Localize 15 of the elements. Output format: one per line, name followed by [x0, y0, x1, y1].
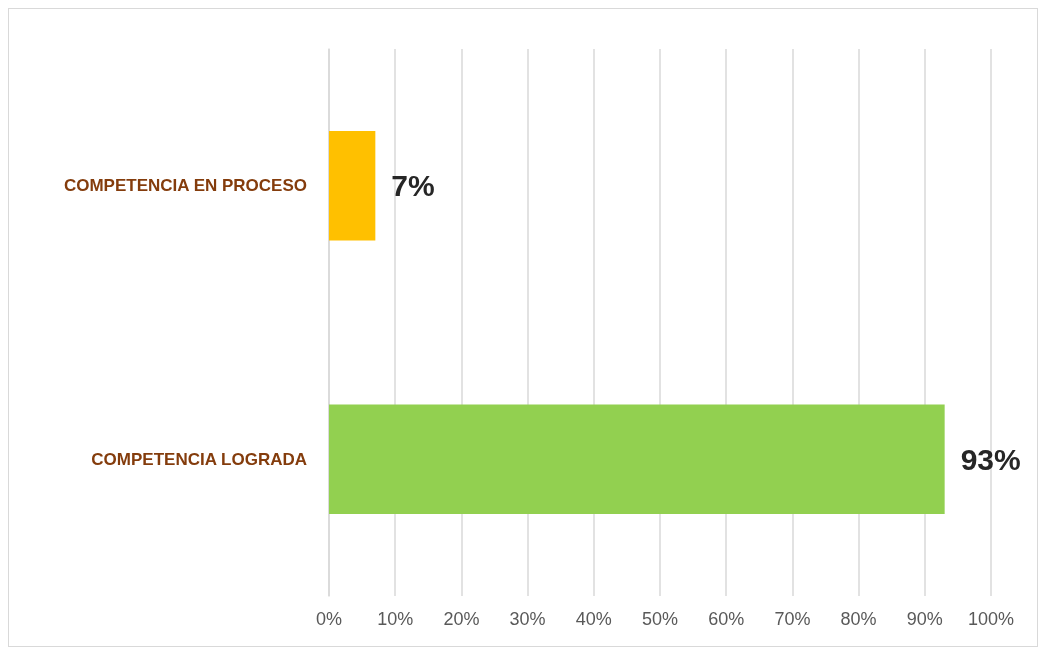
x-tick-label: 100% — [967, 609, 1015, 629]
x-tick-label: 60% — [708, 609, 745, 629]
x-tick-label: 40% — [575, 609, 612, 629]
x-tick-label: 30% — [509, 609, 546, 629]
x-tick-label: 90% — [906, 609, 943, 629]
x-tick-label: 50% — [641, 609, 679, 629]
x-tick-label: 10% — [377, 609, 414, 629]
x-tick-label: 0% — [315, 609, 343, 629]
x-tick-label: 20% — [443, 609, 480, 629]
data-label: 7% — [391, 169, 435, 203]
x-tick-label: 80% — [840, 609, 877, 629]
y-tick-label: COMPETENCIA EN PROCESO — [63, 176, 307, 196]
x-tick-label: 70% — [774, 609, 811, 629]
y-tick-label: COMPETENCIA LOGRADA — [91, 449, 307, 469]
data-label: 93% — [960, 442, 1021, 476]
